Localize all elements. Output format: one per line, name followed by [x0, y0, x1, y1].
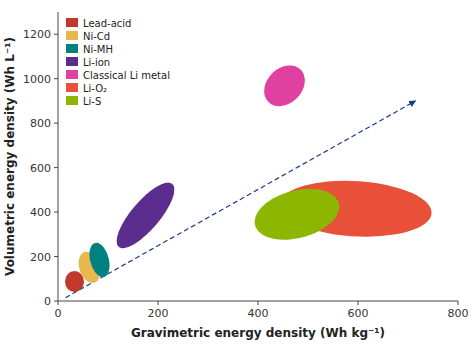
legend-label: Li-ion [83, 57, 110, 68]
y-tick [54, 212, 58, 213]
y-axis-label: Volumetric energy density (Wh L⁻¹) [3, 37, 17, 276]
x-tick [358, 301, 359, 305]
legend-label: Li-O₂ [83, 83, 107, 94]
y-tick-label: 0 [44, 295, 51, 308]
y-tick-label: 800 [30, 117, 51, 130]
ellipse [65, 271, 84, 292]
ellipse [87, 242, 113, 277]
legend-swatch [66, 44, 78, 53]
legend: Lead-acid Ni-Cd Ni-MH Li-ion Classical Li me… [66, 18, 170, 107]
x-tick [458, 301, 459, 305]
chart: 0 200 400 600 800 0 200 400 600 800 1000 1200 Gravim… [0, 0, 474, 345]
y-axis-line [58, 12, 59, 301]
x-tick-label: 200 [148, 307, 169, 320]
y-tick-label: 200 [30, 251, 51, 264]
x-tick-label: 400 [248, 307, 269, 320]
y-tick-label: 1200 [23, 28, 51, 41]
y-tick-label: 1000 [23, 73, 51, 86]
y-tick [54, 256, 58, 257]
y-tick [54, 167, 58, 168]
legend-label: Classical Li metal [83, 70, 170, 81]
y-tick [54, 78, 58, 79]
y-tick [54, 123, 58, 124]
y-tick [54, 301, 58, 302]
x-tick [258, 301, 259, 305]
plot-area [65, 64, 448, 297]
legend-label: Ni-MH [83, 44, 113, 55]
legend-swatch [66, 18, 78, 27]
legend-swatch [66, 83, 78, 92]
x-axis-label: Gravimetric energy density (Wh kg⁻¹) [131, 326, 385, 340]
legend-swatch [66, 96, 78, 105]
x-tick [158, 301, 159, 305]
y-tick [54, 34, 58, 35]
ellipse [239, 183, 356, 245]
x-tick-label: 800 [448, 307, 469, 320]
legend-label: Ni-Cd [83, 31, 110, 42]
x-tick-label: 600 [348, 307, 369, 320]
ellipse [105, 180, 185, 250]
legend-swatch [66, 70, 78, 79]
y-tick-label: 600 [30, 162, 51, 175]
x-tick-label: 0 [55, 307, 62, 320]
legend-label: Li-S [83, 96, 101, 107]
y-tick-label: 400 [30, 206, 51, 219]
legend-swatch [66, 31, 78, 40]
ellipse [259, 64, 310, 107]
legend-label: Lead-acid [83, 18, 131, 29]
x-tick [58, 301, 59, 305]
legend-swatch [66, 57, 78, 66]
